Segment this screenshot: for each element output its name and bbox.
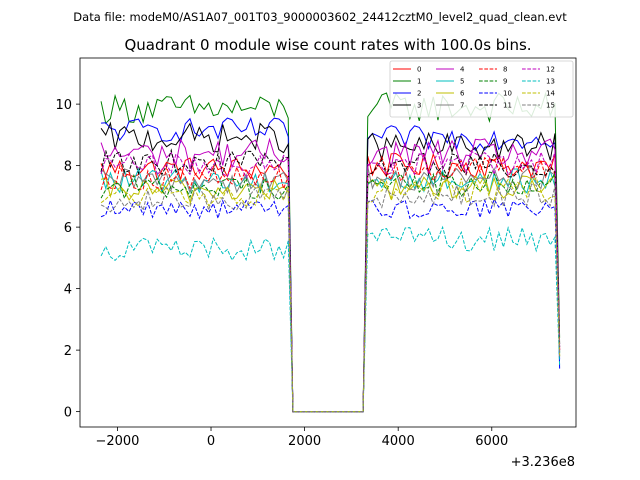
legend-label-0: 0	[417, 66, 421, 74]
legend-label-8: 8	[503, 66, 507, 74]
x-tick-label: 0	[207, 434, 215, 449]
legend-label-13: 13	[546, 78, 555, 86]
legend-label-4: 4	[460, 66, 465, 74]
legend-label-12: 12	[546, 66, 555, 74]
y-tick-label: 6	[64, 221, 72, 236]
legend-label-6: 6	[460, 90, 465, 98]
legend-label-10: 10	[503, 90, 512, 98]
axis-layer: −2000 0 2000 4000 6000 0 2 4 6 8 10	[55, 98, 508, 449]
legend-box	[389, 60, 574, 118]
y-tick-label: 10	[55, 98, 72, 113]
series-layer	[100, 91, 561, 413]
x-tick-label: 6000	[475, 434, 508, 449]
x-offset-label: +3.236e8	[511, 455, 575, 470]
chart-suptitle: Data file: modeM0/AS1A07_001T03_90000036…	[73, 10, 567, 24]
y-tick-label: 4	[64, 283, 72, 298]
legend-label-7: 7	[460, 102, 464, 110]
x-tick-label: −2000	[95, 434, 139, 449]
y-tick-label: 2	[64, 344, 72, 359]
chart-title: Quadrant 0 module wise count rates with …	[124, 36, 531, 54]
legend-label-1: 1	[417, 78, 421, 86]
x-tick-label: 2000	[288, 434, 321, 449]
plot-frame	[79, 57, 577, 428]
legend-label-2: 2	[417, 90, 421, 98]
legend-label-14: 14	[546, 90, 555, 98]
legend-label-9: 9	[503, 78, 507, 86]
legend-label-11: 11	[503, 102, 512, 110]
series-line-14	[100, 177, 561, 413]
legend-label-3: 3	[417, 102, 421, 110]
legend-label-15: 15	[546, 102, 555, 110]
y-tick-label: 8	[64, 160, 72, 175]
series-line-15	[100, 183, 561, 413]
y-tick-label: 0	[64, 406, 72, 421]
x-tick-label: 4000	[382, 434, 415, 449]
legend-label-5: 5	[460, 78, 464, 86]
